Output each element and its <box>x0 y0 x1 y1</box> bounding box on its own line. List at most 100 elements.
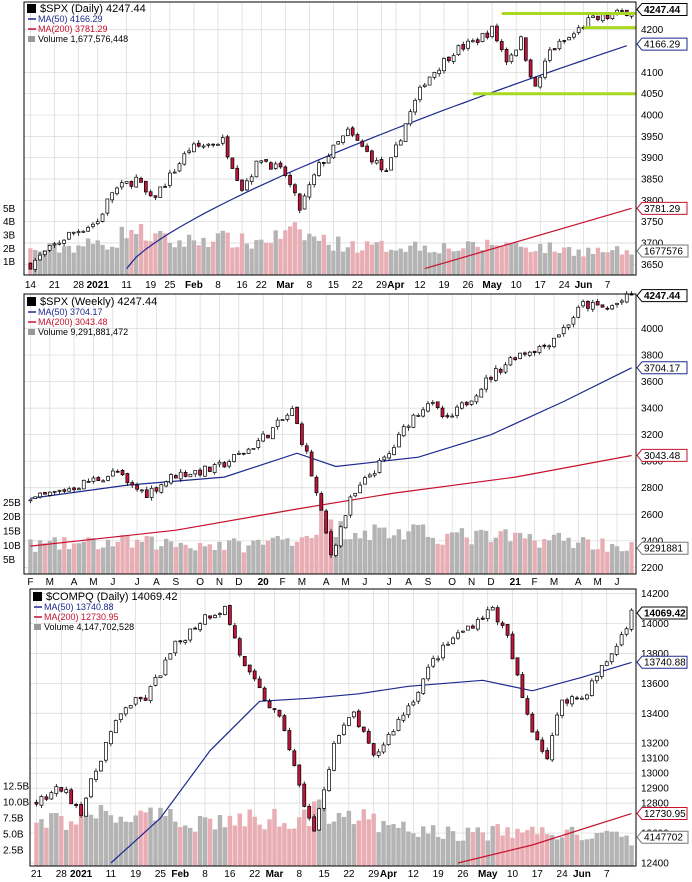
candle-body <box>288 174 292 185</box>
volume-bar <box>599 832 604 866</box>
candle-body <box>196 142 201 147</box>
volume-bar <box>499 246 504 275</box>
volume-bar <box>93 818 99 866</box>
time-tick-label: 22 <box>249 869 261 880</box>
price-tick-label: 3800 <box>641 351 664 362</box>
volume-bar <box>450 532 455 574</box>
volume-bar <box>600 252 605 275</box>
volume-bar <box>297 229 302 275</box>
volume-bar <box>629 254 634 275</box>
candle-body <box>225 136 230 158</box>
volume-bar <box>503 529 508 574</box>
candle-body <box>264 159 268 162</box>
price-tick-label: 2600 <box>641 510 664 521</box>
volume-bar <box>527 534 532 574</box>
candle-body <box>216 144 220 146</box>
volume-bar <box>148 807 153 866</box>
volume-bar <box>408 245 413 275</box>
volume-bar <box>90 243 96 275</box>
candle-body <box>33 496 38 499</box>
candle-body <box>547 49 552 61</box>
panel-spx-weekly-candles <box>28 291 634 559</box>
panel-spx-daily-candles <box>28 8 634 273</box>
candle-body <box>480 617 485 620</box>
time-tick-label: D <box>487 577 494 588</box>
ma200-legend: MA(200) 3043.48 <box>38 317 108 327</box>
candle-body <box>232 453 236 462</box>
time-tick-label: 21 <box>49 280 61 291</box>
candle-body <box>183 640 188 643</box>
volume-bar <box>323 519 329 574</box>
volume-bar <box>212 550 217 574</box>
candle-body <box>297 193 302 211</box>
candle-body <box>169 474 173 484</box>
volume-bar <box>614 831 619 866</box>
candle-body <box>600 304 605 308</box>
volume-bar <box>594 833 600 866</box>
price-tick-label: 4100 <box>641 68 664 79</box>
volume-bar <box>120 535 125 574</box>
ma200-line <box>424 207 632 270</box>
volume-bar <box>510 837 515 866</box>
candle-body <box>115 187 119 195</box>
candle-body <box>283 166 288 176</box>
volume-bar <box>91 538 96 574</box>
candle-body <box>252 670 257 680</box>
time-tick-label: 17 <box>535 280 547 291</box>
candle-body <box>149 487 154 498</box>
volume-bar <box>353 532 358 574</box>
candle-body <box>67 231 71 240</box>
time-tick-label: 7 <box>604 869 610 880</box>
volume-bar <box>518 246 524 275</box>
volume-bar <box>168 808 173 866</box>
time-tick-label: Feb <box>171 869 189 880</box>
candle-body <box>124 181 129 184</box>
candle-body <box>456 632 460 639</box>
candle-body <box>292 750 297 766</box>
time-tick-label: 2021 <box>87 280 110 291</box>
volume-bar <box>186 234 192 275</box>
volume-bar <box>341 816 347 866</box>
candle-body <box>519 36 523 50</box>
candle-body <box>610 305 615 310</box>
candle-body <box>431 658 436 667</box>
time-tick-label: 20 <box>258 577 270 588</box>
volume-legend-icon <box>34 624 41 630</box>
volume-bar <box>88 814 94 866</box>
volume-bar <box>215 233 221 275</box>
candle-body <box>464 401 469 406</box>
volume-bar <box>217 541 222 574</box>
candle-body <box>411 701 416 706</box>
volume-bar <box>435 543 440 574</box>
volume-bar <box>158 807 163 866</box>
time-tick-label: 22 <box>256 280 268 291</box>
volume-bar <box>34 822 39 866</box>
candle-body <box>441 644 445 659</box>
volume-bar <box>96 549 101 574</box>
time-tick-label: 28 <box>56 869 68 880</box>
candle-body <box>158 186 163 198</box>
volume-bar <box>95 240 100 275</box>
volume-bar <box>421 826 426 866</box>
candle-body <box>130 482 135 486</box>
volume-bar <box>493 537 499 574</box>
candle-body <box>163 186 167 188</box>
volume-bar <box>212 829 218 866</box>
time-tick-label: A <box>153 577 160 588</box>
candle-body <box>72 487 76 491</box>
candle-body <box>469 400 474 405</box>
volume-bar <box>420 524 426 574</box>
volume-bar <box>61 246 67 275</box>
price-tick-label: 4000 <box>641 324 664 335</box>
volume-bar <box>162 233 168 275</box>
volume-tick-label: 25B <box>3 498 21 509</box>
time-tick-label: N <box>468 577 475 588</box>
volume-legend: Volume 4,147,702,528 <box>44 622 134 632</box>
candle-body <box>193 470 198 475</box>
candle-body <box>596 15 600 20</box>
candle-body <box>52 490 57 493</box>
candle-body <box>168 172 172 186</box>
price-tick-label: 3950 <box>641 132 664 143</box>
volume-bar <box>406 531 411 574</box>
volume-bar <box>566 537 571 574</box>
